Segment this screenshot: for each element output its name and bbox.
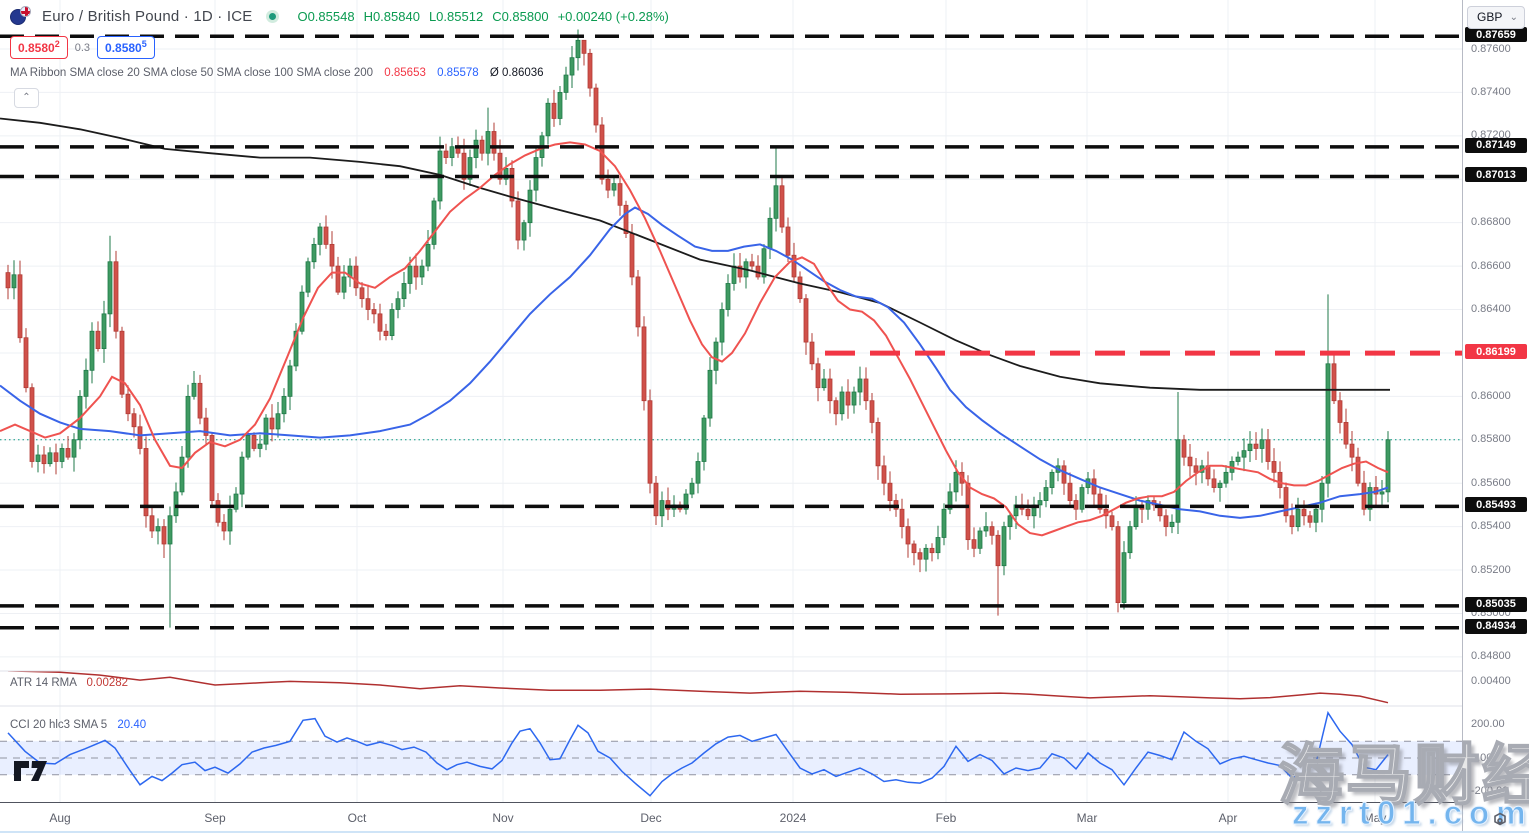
ma-sma50-value: 0.85578 xyxy=(437,67,479,79)
currency-dropdown[interactable]: GBP ⌄ xyxy=(1467,6,1525,29)
overlay-sma200 xyxy=(0,117,1390,391)
time-axis-label: Oct xyxy=(347,811,367,825)
cci-tick-label: -200.00 xyxy=(1471,785,1509,797)
ma-sma20-value: 0.85653 xyxy=(384,67,426,79)
price-tick-label: 0.86600 xyxy=(1471,259,1511,272)
cci-value: 20.40 xyxy=(117,719,147,731)
market-open-dot-icon xyxy=(266,9,280,23)
cci-label: CCI 20 hlc3 SMA 5 xyxy=(10,719,108,731)
price-tick-label: 0.87600 xyxy=(1471,42,1511,55)
time-axis-label: Aug xyxy=(49,811,71,825)
ohlc-close: C0.85800 xyxy=(492,8,549,24)
time-axis-label: 2024 xyxy=(779,811,807,825)
atr-label: ATR 14 RMA xyxy=(10,677,77,689)
symbol-legend[interactable]: Euro / British Pound · 1D · ICE O0.85548… xyxy=(10,6,669,26)
time-axis-label: Mar xyxy=(1076,811,1098,825)
ohlc-values: O0.85548 H0.85840 L0.85512 C0.85800 +0.0… xyxy=(297,9,668,24)
time-axis-label: Nov xyxy=(492,811,514,825)
atr-tick-label: 0.00400 xyxy=(1471,674,1511,687)
price-level-label-black: 0.84934 xyxy=(1465,618,1527,634)
cci-tick-label: 0.00 xyxy=(1471,751,1493,764)
candles-layer xyxy=(5,29,1391,628)
price-level-label-black: 0.87149 xyxy=(1465,137,1527,153)
legend-collapse-button[interactable]: ⌃ xyxy=(14,88,39,108)
ohlc-open: O0.85548 xyxy=(297,8,355,24)
price-tick-label: 0.85600 xyxy=(1471,476,1511,489)
price-tick-label: 0.86400 xyxy=(1471,303,1511,316)
time-axis-label: May xyxy=(1363,811,1387,825)
price-level-label-black: 0.87659 xyxy=(1465,27,1527,43)
overlay-sma20 xyxy=(0,141,1389,537)
time-axis-label: Sep xyxy=(204,811,226,825)
time-axis[interactable]: Aug Sep Oct Nov Dec 2024 Feb Mar Apr May xyxy=(0,802,1462,833)
sell-button[interactable]: 0.85802 xyxy=(10,36,68,59)
ma-average-value: Ø 0.86036 xyxy=(489,67,544,79)
price-level-label-black: 0.87013 xyxy=(1465,167,1527,183)
ohlc-high: H0.85840 xyxy=(363,8,420,24)
cci-legend[interactable]: CCI 20 hlc3 SMA 5 20.40 xyxy=(10,719,146,731)
price-tick-label: 0.85200 xyxy=(1471,563,1511,576)
chevron-down-icon: ⌄ xyxy=(1509,12,1518,23)
time-axis-label: Dec xyxy=(640,811,662,825)
price-tick-label: 0.84800 xyxy=(1471,650,1511,663)
price-tick-label: 0.86800 xyxy=(1471,216,1511,229)
price-tick-label: 0.85400 xyxy=(1471,520,1511,533)
ma-ribbon-legend[interactable]: MA Ribbon SMA close 20 SMA close 50 SMA … xyxy=(10,67,544,79)
price-level-label-black: 0.85493 xyxy=(1465,497,1527,513)
atr-line xyxy=(7,671,1389,704)
price-tick-label: 0.87400 xyxy=(1471,85,1511,98)
bid-ask-row: 0.85802 0.3 0.85805 xyxy=(10,36,155,59)
atr-legend[interactable]: ATR 14 RMA 0.00282 xyxy=(10,677,128,689)
price-level-label-black: 0.85035 xyxy=(1465,596,1527,612)
buy-button[interactable]: 0.85805 xyxy=(97,36,155,59)
price-tick-label: 0.86000 xyxy=(1471,389,1511,402)
cci-tick-label: 200.00 xyxy=(1471,718,1505,730)
gear-icon[interactable] xyxy=(1490,810,1510,833)
price-tick-label: 0.85800 xyxy=(1471,433,1511,446)
symbol-title[interactable]: Euro / British Pound · 1D · ICE xyxy=(42,7,253,25)
tradingview-logo-icon[interactable] xyxy=(13,760,49,787)
spread-value: 0.3 xyxy=(74,41,91,54)
time-axis-label: Apr xyxy=(1218,811,1238,825)
page-edge-divider xyxy=(0,831,1529,833)
time-axis-label: Feb xyxy=(935,811,957,825)
ohlc-change: +0.00240 (+0.28%) xyxy=(557,8,669,24)
ma-ribbon-label: MA Ribbon SMA close 20 SMA close 50 SMA … xyxy=(10,67,374,79)
price-axis[interactable]: GBP⌄ 0.876000.874000.872000.870000.86800… xyxy=(1462,0,1529,833)
eurgbp-pair-icon xyxy=(10,6,34,26)
atr-value: 0.00282 xyxy=(86,677,129,689)
cci-line xyxy=(7,710,1389,797)
ohlc-low: L0.85512 xyxy=(428,8,484,24)
price-level-label-red: 0.86199 xyxy=(1465,344,1527,360)
